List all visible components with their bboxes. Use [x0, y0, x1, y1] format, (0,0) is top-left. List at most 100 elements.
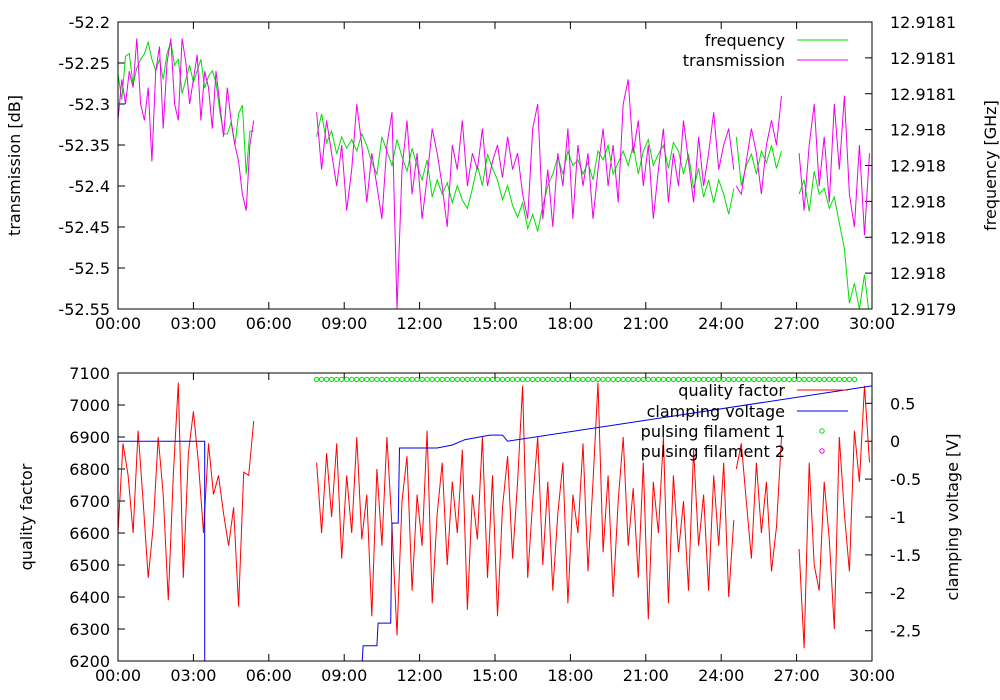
transmission-line — [118, 38, 255, 211]
pulsing-filament-1-point — [369, 376, 375, 383]
pulsing-filament-1-point — [344, 376, 350, 383]
pulsing-filament-1-point — [610, 376, 616, 383]
x-tick-label: 09:00 — [321, 666, 367, 685]
pulsing-filament-1-point — [575, 376, 581, 383]
pulsing-filament-1-point — [484, 376, 491, 383]
pulsing-filament-1-point — [530, 376, 536, 383]
pulsing-filament-1-point — [359, 376, 365, 383]
x-tick-label: 30:00 — [849, 666, 895, 685]
pulsing-filament-1-point — [620, 376, 626, 383]
pulsing-filament-1-point — [615, 376, 621, 383]
plot-frame — [117, 372, 873, 662]
pulsing-filament-1-point — [570, 376, 576, 383]
pulsing-filament-1-point — [595, 376, 601, 383]
clamping-voltage-line — [118, 440, 206, 661]
pulsing-filament-1-point — [328, 376, 335, 383]
pulsing-filament-1-point — [836, 376, 843, 383]
x-tick-label: 06:00 — [246, 314, 292, 333]
pulsing-filament-1-point — [791, 376, 797, 383]
legend-label: pulsing filament 2 — [641, 442, 785, 461]
x-tick-label: 18:00 — [547, 314, 593, 333]
pulsing-filament-1-point — [514, 376, 521, 383]
pulsing-filament-1-point — [826, 376, 832, 383]
pulsing-filament-1-point — [519, 376, 526, 383]
y2-axis-title: clamping voltage [V] — [943, 434, 962, 601]
y2-tick-label: 0.5 — [890, 394, 915, 413]
pulsing-filament-1-point — [318, 376, 325, 383]
pulsing-filament-1-point — [811, 376, 817, 383]
pulsing-filament-1-point — [771, 376, 777, 383]
y-axis-title: transmission [dB] — [5, 95, 24, 236]
y-tick-label: 6200 — [69, 652, 110, 671]
y2-axis-title: frequency [GHz] — [981, 100, 1000, 231]
pulsing-filament-1-point — [746, 376, 752, 383]
pulsing-filament-1-point — [831, 376, 837, 383]
y2-tick-label: 12.918 — [890, 264, 946, 283]
pulsing-filament-1-point — [821, 376, 827, 383]
pulsing-filament-1-point — [474, 376, 481, 383]
plot-area — [118, 376, 872, 661]
y-tick-label: -52.25 — [58, 54, 110, 73]
pulsing-filament-1-point — [439, 376, 445, 383]
legend-label: quality factor — [678, 381, 785, 400]
pulsing-filament-1-point — [741, 376, 747, 383]
legend-swatch-pulsing-filament-2 — [819, 448, 825, 454]
legend-label: frequency — [705, 31, 785, 50]
pulsing-filament-1-point — [444, 376, 450, 383]
y2-tick-label: -1.5 — [890, 546, 921, 565]
y2-tick-label: 0 — [890, 432, 900, 451]
pulsing-filament-1-point — [399, 376, 405, 383]
pulsing-filament-1-point — [464, 376, 471, 383]
x-tick-label: 30:00 — [849, 314, 895, 333]
y2-tick-label: -2 — [890, 584, 906, 603]
x-tick-label: 24:00 — [698, 314, 744, 333]
pulsing-filament-1-point — [580, 376, 586, 383]
transmission-line — [316, 79, 735, 309]
legend-label: clamping voltage — [647, 402, 785, 421]
pulsing-filament-1-point — [781, 376, 787, 383]
pulsing-filament-1-point — [469, 376, 476, 383]
transmission-frequency-panel: 00:00 03:00 06:00 09:00 12:00 15:00 18:00 21:00… — [5, 13, 1000, 333]
pulsing-filament-1-point — [726, 376, 732, 383]
pulsing-filament-1-point — [766, 376, 772, 383]
y2-tick-label: -0.5 — [890, 470, 921, 489]
pulsing-filament-1-point — [796, 376, 802, 383]
y-tick-label: -52.4 — [69, 177, 110, 196]
pulsing-filament-1-point — [560, 376, 566, 383]
legend-swatch-pulsing-filament-1 — [819, 428, 825, 434]
y-tick-label: 6300 — [69, 620, 110, 639]
pulsing-filament-1-point — [670, 376, 677, 383]
pulsing-filament-1-point — [364, 376, 370, 383]
x-tick-label: 12:00 — [397, 314, 443, 333]
pulsing-filament-1-point — [323, 376, 330, 383]
y-tick-label: -52.35 — [58, 136, 110, 155]
pulsing-filament-1-point — [645, 376, 652, 383]
pulsing-filament-1-point — [806, 376, 812, 383]
pulsing-filament-1-point — [655, 376, 662, 383]
frequency-line — [735, 136, 782, 186]
y2-tick-label: 12.918 — [890, 121, 946, 140]
pulsing-filament-1-point — [801, 376, 807, 383]
clamping-voltage-line — [361, 385, 872, 661]
pulsing-filament-1-point — [384, 376, 390, 383]
pulsing-filament-1-point — [715, 376, 722, 383]
y-tick-label: -52.45 — [58, 218, 110, 237]
pulsing-filament-1-point — [550, 376, 556, 383]
pulsing-filament-1-point — [504, 376, 511, 383]
y-tick-label: 6500 — [69, 556, 110, 575]
pulsing-filament-1-point — [630, 376, 636, 383]
pulsing-filament-1-point — [675, 376, 682, 383]
y-tick-label: 7000 — [69, 396, 110, 415]
y2-tick-label: 12.9179 — [890, 300, 956, 319]
y-tick-label: 6900 — [69, 428, 110, 447]
x-tick-label: 27:00 — [774, 314, 820, 333]
pulsing-filament-1-point — [695, 376, 702, 383]
pulsing-filament-1-point — [459, 376, 466, 383]
pulsing-filament-1-point — [841, 376, 848, 383]
pulsing-filament-1-point — [851, 376, 858, 383]
y2-tick-label: 12.9181 — [890, 49, 956, 68]
y2-tick-label: 12.9181 — [890, 13, 956, 32]
pulsing-filament-1-point — [333, 376, 340, 383]
pulsing-filament-1-point — [494, 376, 501, 383]
